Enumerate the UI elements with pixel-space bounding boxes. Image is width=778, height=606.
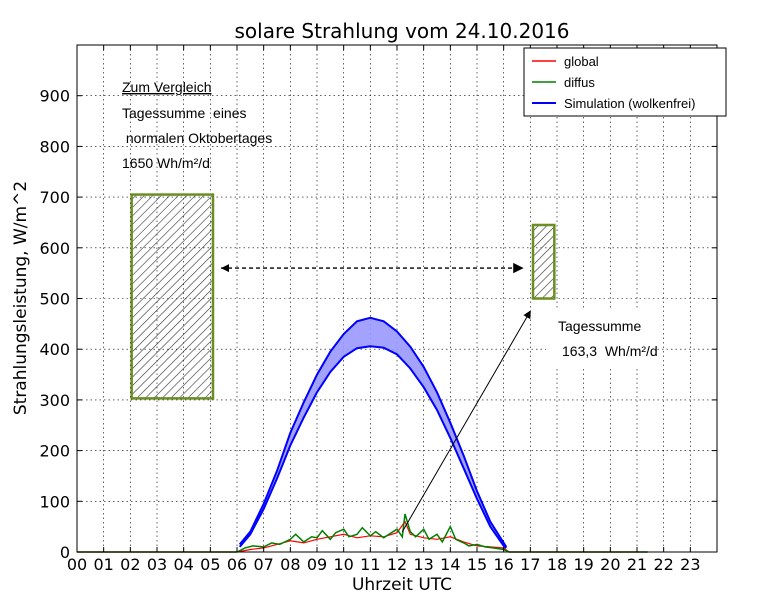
x-tick-label: 19 — [573, 555, 593, 574]
y-tick-label: 400 — [39, 340, 70, 359]
x-tick-label: 04 — [173, 555, 193, 574]
annotation-comparison-line1: Tagessumme eines — [122, 105, 247, 121]
simulation-lower-line — [238, 345, 507, 549]
x-tick-label: 17 — [520, 555, 540, 574]
global-line — [77, 520, 648, 553]
y-tick-label: 300 — [39, 391, 70, 410]
legend-label-simulation: Simulation (wolkenfrei) — [564, 96, 696, 111]
x-tick-label: 20 — [600, 555, 620, 574]
annotation-comparison-title: Zum Vergleich — [122, 79, 211, 95]
legend-label-diffus: diffus — [564, 75, 595, 90]
y-tick-label: 900 — [39, 87, 70, 106]
y-tick-label: 700 — [39, 188, 70, 207]
x-tick-label: 05 — [200, 555, 220, 574]
x-tick-label: 09 — [307, 555, 327, 574]
y-tick-label: 800 — [39, 137, 70, 156]
x-tick-label: 18 — [547, 555, 567, 574]
annotation-daily-sum-value: 163,3 Wh/m²/d — [562, 343, 658, 359]
y-tick-label: 500 — [39, 290, 70, 309]
x-tick-label: 15 — [467, 555, 487, 574]
pointer-arrow — [401, 310, 531, 532]
daily-sum-box — [531, 223, 556, 300]
x-tick-label: 22 — [653, 555, 673, 574]
annotation-daily-sum-title: Tagessumme — [558, 318, 641, 334]
legend-label-global: global — [564, 54, 599, 69]
x-tick-label: 08 — [280, 555, 300, 574]
x-tick-label: 12 — [387, 555, 407, 574]
plot-data — [77, 316, 648, 553]
simulation-upper-line — [238, 316, 508, 548]
x-axis-label: Uhrzeit UTC — [352, 575, 452, 595]
comparison-box — [130, 193, 215, 400]
x-tick-label: 07 — [253, 555, 273, 574]
legend-box — [523, 47, 727, 117]
simulation-band — [239, 317, 507, 548]
annotation-comparison-line3: 1650 Wh/m²/d — [122, 155, 210, 171]
x-tick-label: 14 — [440, 555, 460, 574]
y-tick-label: 100 — [39, 492, 70, 511]
ticks: 00 01 02 03 04 05 06 07 08 09 10 11 12 13 14 15 16 17 18 19… — [39, 45, 717, 574]
x-tick-label: 11 — [360, 555, 380, 574]
annotation-comparison-line2: normalen Oktobertages — [122, 130, 272, 146]
legend: global diffus Simulation (wolkenfrei) — [523, 47, 727, 117]
x-tick-label: 13 — [413, 555, 433, 574]
annotations — [130, 193, 556, 532]
chart-title: solare Strahlung vom 24.10.2016 — [235, 19, 570, 43]
x-tick-label: 21 — [627, 555, 647, 574]
y-tick-label: 200 — [39, 442, 70, 461]
annotation-right-bg — [546, 310, 656, 366]
x-tick-label: 03 — [147, 555, 167, 574]
double-arrow-head-left — [221, 264, 229, 273]
diffus-line — [77, 513, 648, 553]
x-tick-label: 00 — [67, 555, 87, 574]
x-tick-label: 16 — [493, 555, 513, 574]
y-axis-label: Strahlungsleistung, W/m^2 — [11, 181, 31, 415]
x-tick-label: 02 — [120, 555, 140, 574]
x-tick-label: 10 — [333, 555, 353, 574]
x-tick-label: 23 — [680, 555, 700, 574]
y-tick-label: 0 — [60, 543, 70, 562]
x-tick-label: 01 — [93, 555, 113, 574]
y-tick-label: 600 — [39, 239, 70, 258]
x-tick-label: 06 — [227, 555, 247, 574]
